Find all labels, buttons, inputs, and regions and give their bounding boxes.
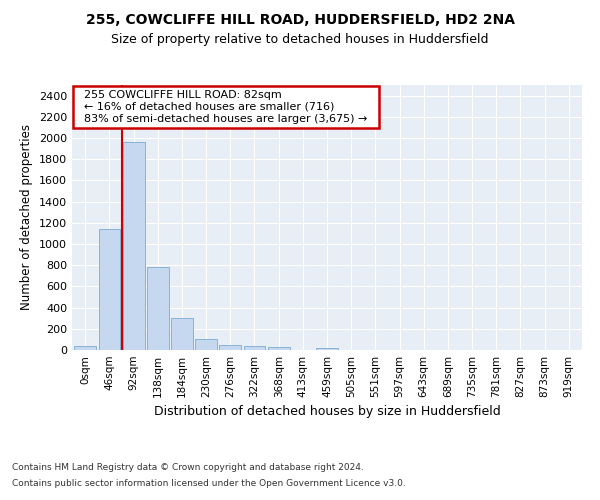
Bar [171, 318, 193, 350]
Text: 255, COWCLIFFE HILL ROAD, HUDDERSFIELD, HD2 2NA: 255, COWCLIFFE HILL ROAD, HUDDERSFIELD, … [86, 12, 515, 26]
Bar [74, 346, 96, 350]
Bar [195, 339, 217, 350]
Bar [123, 142, 145, 350]
Bar [147, 268, 169, 350]
Text: 255 COWCLIFFE HILL ROAD: 82sqm
  ← 16% of detached houses are smaller (716)
  83: 255 COWCLIFFE HILL ROAD: 82sqm ← 16% of … [77, 90, 374, 124]
Bar [244, 346, 265, 350]
Y-axis label: Number of detached properties: Number of detached properties [20, 124, 34, 310]
Bar [268, 348, 290, 350]
Bar [220, 345, 241, 350]
X-axis label: Distribution of detached houses by size in Huddersfield: Distribution of detached houses by size … [154, 406, 500, 418]
Text: Contains public sector information licensed under the Open Government Licence v3: Contains public sector information licen… [12, 478, 406, 488]
Bar [316, 348, 338, 350]
Text: Size of property relative to detached houses in Huddersfield: Size of property relative to detached ho… [111, 32, 489, 46]
Bar [98, 229, 121, 350]
Text: Contains HM Land Registry data © Crown copyright and database right 2024.: Contains HM Land Registry data © Crown c… [12, 464, 364, 472]
